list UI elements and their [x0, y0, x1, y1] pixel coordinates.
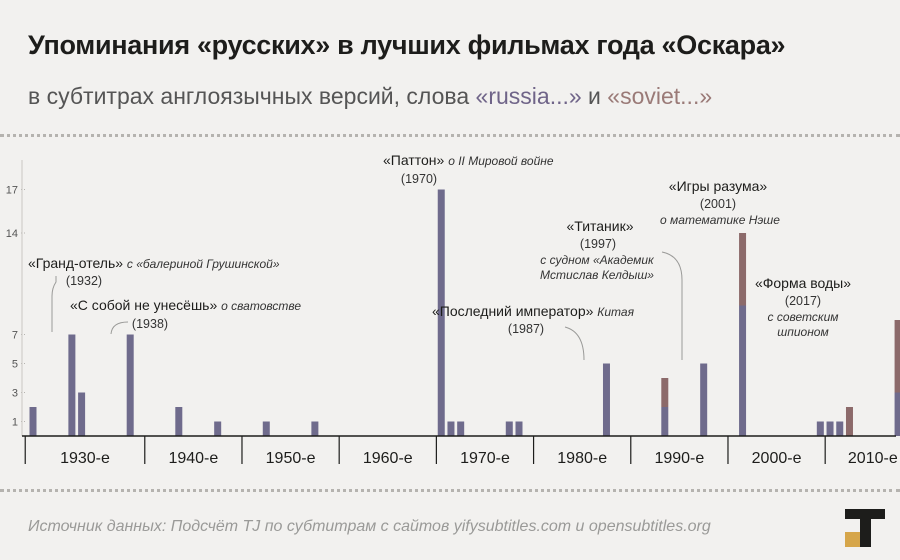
decade-label: 2000-е [752, 450, 802, 467]
annotation-note-6b: шпионом [777, 325, 828, 339]
annotation-year-5: (2001) [700, 197, 736, 211]
y-tick-label: 5 [12, 359, 18, 371]
bar-1993-russia [661, 407, 669, 436]
bar-1997-russia [700, 363, 708, 436]
bar-1972-russia [457, 421, 465, 436]
bar-2001-soviet [739, 233, 747, 306]
annotation-film-1: «С собой не унесёшь» о сватовстве [70, 297, 301, 313]
subtitle-keyword-russia: «russia...» [475, 83, 582, 109]
bar-1971-russia [447, 421, 455, 436]
decade-label: 1930-е [60, 450, 110, 467]
annotation-film-title: «Паттон» [383, 152, 448, 168]
bar-1932-russia [68, 334, 76, 436]
annotation-film-6: «Форма воды» [755, 275, 851, 291]
source-note: Источник данных: Подсчёт TJ по субтитрам… [28, 518, 711, 535]
annotation-connector-0 [51, 276, 57, 332]
bar-1957-russia [311, 421, 319, 436]
bar-2017-soviet [894, 320, 900, 393]
annotation-year-3: (1987) [508, 322, 544, 336]
y-tick-label: 1 [12, 417, 18, 429]
bar-1970-russia [437, 189, 445, 436]
decade-label: 1970-е [460, 450, 510, 467]
annotation-film-note: Китая [597, 305, 634, 319]
bar-2010-russia [826, 421, 834, 436]
decade-label: 1990-е [654, 450, 704, 467]
decade-label: 1940-е [168, 450, 218, 467]
tj-logo-icon [845, 509, 885, 547]
decade-label: 1960-е [363, 450, 413, 467]
bar-2017-russia [894, 392, 900, 436]
annotation-note-4a: с судном «Академик [540, 253, 655, 267]
annotation-note-6a: с советским [768, 310, 839, 324]
annotation-note-5: о математике Нэше [660, 213, 780, 227]
decade-label: 1980-е [557, 450, 607, 467]
bar-1947-russia [214, 421, 222, 436]
bar-2009-russia [816, 421, 824, 436]
subtitle-and: и [588, 83, 601, 109]
y-tick-label: 3 [12, 388, 18, 400]
bar-1943-russia [175, 407, 183, 436]
annotation-film-title: «Последний император» [432, 303, 597, 319]
annotation-film-5: «Игры разума» [669, 178, 768, 194]
bar-chart: 1 3 5 7 14 17 1930-е 1940-е 1950-е 1960-е 1970-е 1… [6, 152, 900, 467]
bar-1978-russia [515, 421, 523, 436]
page-title: Упоминания «русских» в лучших фильмах го… [28, 30, 786, 60]
annotation-note-4b: Мстислав Келдыш» [540, 268, 654, 282]
bar-1938-russia [126, 334, 134, 436]
bar-1928-russia [29, 407, 37, 436]
annotation-connector-1 [110, 321, 129, 335]
y-tick-label: 14 [6, 228, 18, 240]
annotation-connector-3 [564, 326, 585, 361]
y-tick-label: 7 [12, 330, 18, 342]
annotation-year-6: (2017) [785, 294, 821, 308]
annotation-year-1: (1938) [132, 317, 168, 331]
annotation-year-0: (1932) [66, 274, 102, 288]
top-divider [0, 134, 900, 137]
bar-1952-russia [262, 421, 270, 436]
bar-2011-russia [836, 421, 844, 436]
annotation-film-4: «Титаник» [566, 218, 633, 234]
annotation-film-3: «Последний император» Китая [432, 303, 635, 319]
decade-label: 2010-е [848, 450, 898, 467]
annotation-film-0: «Гранд-отель» с «балериной Грушинской» [28, 255, 280, 271]
bar-1977-russia [505, 421, 513, 436]
subtitle-prefix: в субтитрах англоязычных версий, слова [28, 83, 470, 109]
annotation-film-2: «Паттон» о II Мировой войне [383, 152, 554, 168]
bar-2001-russia [739, 305, 747, 436]
page-subtitle: в субтитрах англоязычных версий, слова «… [28, 83, 712, 110]
y-tick-label: 17 [6, 185, 18, 197]
annotation-film-note: о сватовстве [221, 299, 301, 313]
decade-label: 1950-е [266, 450, 316, 467]
annotation-connector-4 [661, 251, 683, 360]
bar-1987-russia [602, 363, 610, 436]
annotation-year-4: (1997) [580, 237, 616, 251]
bar-1993-soviet [661, 378, 669, 407]
bottom-divider [0, 489, 900, 492]
annotation-year-2: (1970) [401, 172, 437, 186]
subtitle-keyword-soviet: «soviet...» [607, 83, 713, 109]
annotation-film-note: о II Мировой войне [448, 154, 554, 168]
bar-2012-soviet [845, 407, 853, 436]
annotation-film-title: «Гранд-отель» [28, 255, 127, 271]
annotation-film-note: с «балериной Грушинской» [127, 257, 280, 271]
annotation-film-title: «С собой не унесёшь» [70, 297, 221, 313]
bar-1933-russia [78, 392, 86, 436]
